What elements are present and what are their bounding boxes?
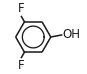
Text: OH: OH [62,28,80,41]
Text: F: F [18,59,24,72]
Text: F: F [18,2,24,15]
